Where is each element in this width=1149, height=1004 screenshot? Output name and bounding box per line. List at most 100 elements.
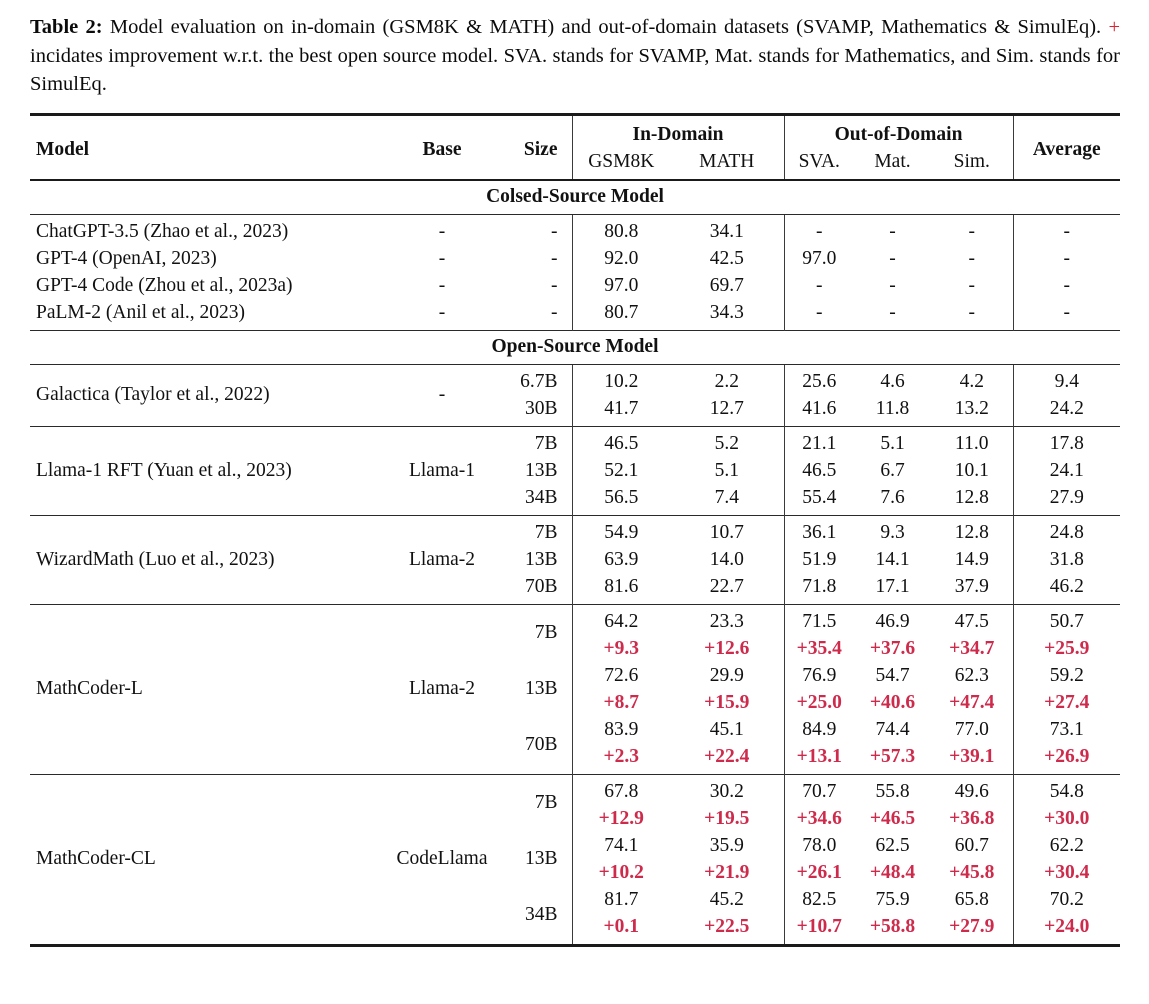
score-cell: -	[1012, 213, 1121, 245]
score-cell: 35.9	[709, 834, 744, 856]
size-cell: -	[551, 301, 558, 323]
score-cell: 41.6	[783, 395, 854, 426]
caption-text-before-plus: Model evaluation on in-domain (GSM8K & M…	[109, 16, 1102, 38]
score-cell: 21.1	[783, 425, 854, 457]
score-cell: -	[968, 301, 976, 323]
score-cell: -	[968, 274, 976, 296]
score-cell: -	[783, 213, 854, 245]
size-cell: 7B	[496, 425, 572, 457]
delta-cell: +2.3	[571, 743, 670, 774]
size-cell: 13B	[524, 459, 558, 481]
score-cell: 46.5	[783, 457, 854, 484]
size-cell: 7B	[496, 514, 572, 546]
score-cell: 50.7	[1012, 603, 1121, 635]
delta-cell: +27.9	[949, 915, 995, 937]
delta-cell: +10.2	[571, 859, 670, 886]
score-cell: 73.1	[1012, 716, 1121, 743]
score-cell: 5.2	[670, 425, 784, 457]
base-cell: -	[438, 301, 446, 323]
score-cell: 81.7	[571, 886, 670, 913]
delta-cell: +12.6	[704, 637, 750, 659]
table-row: +0.1 +22.5 +10.7 +58.8 +27.9 +24.0	[30, 913, 1121, 945]
score-cell: 54.9	[571, 514, 670, 546]
score-cell: 55.8	[854, 773, 931, 805]
size-cell: 7B	[496, 603, 572, 662]
score-cell: 14.9	[954, 548, 989, 570]
score-cell: 84.9	[783, 716, 854, 743]
score-cell: 64.2	[571, 603, 670, 635]
delta-cell: +27.4	[1012, 689, 1121, 716]
score-cell: 31.8	[1012, 546, 1121, 573]
score-cell: 62.5	[875, 834, 910, 856]
delta-cell: +13.1	[783, 743, 854, 774]
col-header-size: Size	[523, 138, 558, 160]
score-cell: 82.5	[783, 886, 854, 913]
table-row: 70B 81.6 22.7 71.8 17.1 37.9 46.2	[30, 573, 1121, 604]
delta-cell: +15.9	[704, 691, 750, 713]
delta-cell: +37.6	[869, 637, 916, 659]
model-name-cell: ChatGPT-3.5 (Zhao et al., 2023)	[30, 213, 388, 245]
score-cell: -	[1012, 272, 1121, 299]
score-cell: 55.4	[783, 484, 854, 515]
size-cell: 34B	[524, 486, 558, 508]
score-cell: 12.8	[931, 514, 1014, 546]
score-cell: 23.3	[670, 603, 784, 635]
col-header-base: Base	[422, 138, 462, 160]
score-cell: 4.6	[854, 363, 931, 395]
table-row: +9.3 +12.6 +35.4 +37.6 +34.7 +25.9	[30, 635, 1121, 662]
score-cell: 14.1	[875, 548, 910, 570]
score-cell: 36.1	[783, 514, 854, 546]
base-cell: CodeLlama	[388, 773, 496, 945]
table-row: WizardMath (Luo et al., 2023) Llama-2 7B…	[30, 514, 1121, 604]
score-cell: 46.9	[854, 603, 931, 635]
score-cell: 10.2	[571, 363, 670, 395]
table-row: PaLM-2 (Anil et al., 2023) - - 80.7 34.3…	[30, 299, 1121, 330]
delta-cell: +26.1	[783, 859, 854, 886]
delta-cell: +9.3	[571, 635, 670, 662]
col-header-mat: Mat.	[874, 150, 911, 172]
table-figure: Table 2: Model evaluation on in-domain (…	[30, 0, 1121, 947]
table-row: GPT-4 (OpenAI, 2023) - - 92.0 42.5 97.0 …	[30, 245, 1121, 272]
score-cell: 45.2	[709, 888, 744, 910]
delta-cell: +10.7	[783, 913, 854, 945]
score-cell: 22.7	[709, 575, 744, 597]
delta-cell: +36.8	[949, 807, 995, 829]
score-cell: 11.8	[875, 397, 910, 419]
score-cell: 70.2	[1012, 886, 1121, 913]
delta-cell: +40.6	[869, 691, 916, 713]
score-cell: 7.6	[880, 486, 905, 508]
col-header-gsm8k: GSM8K	[571, 148, 670, 180]
results-table: Model Base Size In-Domain Out-of-Domain …	[30, 112, 1121, 947]
score-cell: 30.2	[670, 773, 784, 805]
table-row: Llama-1 RFT (Yuan et al., 2023) Llama-1 …	[30, 425, 1121, 515]
score-cell: 54.7	[875, 664, 910, 686]
score-cell: 49.6	[931, 773, 1014, 805]
base-cell: -	[438, 274, 446, 296]
col-group-out-of-domain: Out-of-Domain	[783, 114, 1014, 148]
score-cell: 27.9	[1012, 484, 1121, 515]
delta-cell: +19.5	[704, 807, 750, 829]
section-header-closed-source: Colsed-Source Model	[30, 178, 1121, 214]
score-cell: -	[968, 247, 976, 269]
delta-cell: +47.4	[949, 691, 995, 713]
score-cell: 10.7	[670, 514, 784, 546]
score-cell: 46.2	[1012, 573, 1121, 604]
score-cell: 74.1	[571, 832, 670, 859]
score-cell: 24.2	[1012, 395, 1121, 426]
score-cell: -	[1012, 245, 1121, 272]
delta-cell: +12.9	[571, 805, 670, 832]
score-cell: -	[783, 272, 854, 299]
delta-cell: +8.7	[571, 689, 670, 716]
score-cell: 78.0	[783, 832, 854, 859]
score-cell: 24.1	[1012, 457, 1121, 484]
caption-text-after-plus: incidates improvement w.r.t. the best op…	[30, 44, 1120, 96]
size-cell: 34B	[524, 903, 558, 925]
model-name-cell: GPT-4 (OpenAI, 2023)	[36, 247, 217, 269]
delta-cell: +57.3	[869, 745, 916, 767]
score-cell: 56.5	[571, 484, 670, 515]
score-cell: 2.2	[670, 363, 784, 395]
score-cell: 69.7	[709, 274, 744, 296]
table-row: MathCoder-L Llama-2 7B 64.2 23.3 71.5 46…	[30, 603, 1121, 774]
score-cell: 77.0	[954, 718, 989, 740]
score-cell: -	[931, 213, 1014, 245]
